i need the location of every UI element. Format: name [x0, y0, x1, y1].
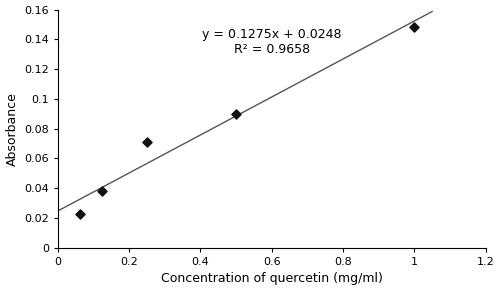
Point	[143, 140, 151, 144]
Text: y = 0.1275x + 0.0248
R² = 0.9658: y = 0.1275x + 0.0248 R² = 0.9658	[202, 28, 342, 56]
Point	[76, 212, 84, 217]
Point	[410, 25, 418, 30]
Point	[98, 189, 106, 194]
X-axis label: Concentration of quercetin (mg/ml): Concentration of quercetin (mg/ml)	[161, 272, 382, 285]
Point	[232, 111, 240, 116]
Y-axis label: Absorbance: Absorbance	[6, 92, 18, 166]
